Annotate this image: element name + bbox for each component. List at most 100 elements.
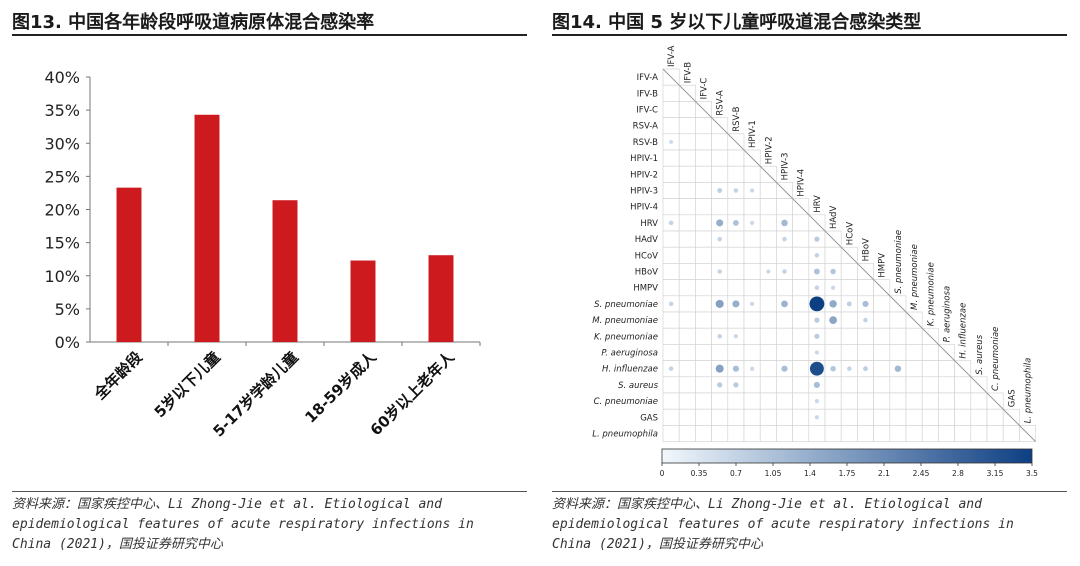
colorbar-tick-label: 2.8 (952, 469, 964, 478)
heatmap-cell (743, 425, 761, 442)
heatmap-cell (662, 165, 680, 183)
bar-chart: 0% 5% 10% 15% 20% 25% 30% 35% 40% 全年龄段 5岁以下儿童5-17岁… (44, 68, 481, 440)
heatmap-bubble (814, 398, 820, 404)
heatmap-bubble (732, 365, 739, 372)
right-figure-panel: 图14. 中国 5 岁以下儿童呼吸道混合感染类型 IFV-A IFV-B IFV-C… (540, 0, 1080, 566)
heatmap-cell (954, 408, 972, 426)
heatmap-cell (905, 408, 923, 426)
heatmap-bubble (717, 188, 723, 193)
heatmap-bubble (766, 269, 771, 274)
heatmap-cell (711, 311, 729, 329)
heatmap-cell (743, 392, 761, 410)
column-label: HPIV-2 (764, 136, 774, 164)
heatmap-cell (873, 311, 891, 329)
column-label: HMPV (878, 253, 888, 278)
heatmap-bubble (809, 296, 825, 312)
heatmap-cell (711, 392, 729, 410)
heatmap-cell (711, 279, 729, 297)
heatmap-cell (857, 376, 874, 394)
heatmap-cell (662, 425, 680, 442)
heatmap-cell (711, 425, 729, 442)
heatmap-bubble (733, 382, 739, 388)
heatmap-bubble (814, 350, 820, 355)
heatmap-cell (889, 327, 907, 345)
column-label: GAS (1007, 389, 1017, 407)
heatmap-bubble (716, 219, 724, 227)
colorbar-tick-label: 1.75 (839, 469, 856, 478)
heatmap-cell (889, 311, 907, 329)
heatmap-bubble (830, 365, 836, 372)
heatmap-cell (727, 149, 745, 167)
row-label: S. aureus (618, 381, 659, 391)
y-tick-label: 15% (44, 234, 80, 253)
source-line: China (2021)，国投证券研究中心 (12, 537, 223, 552)
figure13-source-rule (12, 491, 527, 492)
heatmap-cell (727, 279, 745, 297)
heatmap-cell (662, 230, 680, 248)
heatmap-bubble (717, 269, 722, 274)
heatmap-cell (662, 376, 680, 394)
heatmap-cell (662, 101, 680, 118)
heatmap-bubble (814, 333, 820, 339)
heatmap-bubble (732, 300, 740, 308)
heatmap-cell (695, 425, 712, 442)
heatmap-cell (792, 376, 810, 394)
heatmap-cell (921, 425, 939, 442)
colorbar-tick-label: 0.35 (691, 469, 708, 478)
heatmap-cell (1002, 425, 1020, 442)
y-tick-label: 5% (55, 300, 80, 319)
heatmap-cell (889, 376, 907, 394)
source-line: epidemiological features of acute respir… (12, 517, 474, 532)
heatmap-cell (759, 425, 777, 442)
heatmap-cell (792, 425, 810, 442)
heatmap-cell (695, 392, 712, 410)
heatmap-cell (905, 344, 923, 361)
heatmap-cell (776, 408, 793, 426)
heatmap-cell (759, 360, 777, 378)
heatmap-cell (857, 344, 874, 361)
heatmap-cell (711, 344, 729, 361)
heatmap-cell (743, 230, 761, 248)
heatmap-bubble (717, 334, 722, 339)
heatmap-cell (776, 198, 793, 216)
heatmap-cell (792, 279, 810, 297)
heatmap-cell (759, 214, 777, 232)
heatmap-bubble (782, 236, 787, 242)
heatmap-cell (792, 246, 810, 264)
heatmap-bubble (813, 381, 820, 388)
heatmap-cell (857, 327, 874, 345)
left-figure-panel: 图13. 中国各年龄段呼吸道病原体混合感染率 0% 5% 10% 15% 20% 25% 3… (12, 12, 527, 552)
heatmap-cell (905, 376, 923, 394)
heatmap-cell (873, 327, 891, 345)
heatmap-cell (792, 230, 810, 248)
heatmap-cell (695, 279, 712, 297)
colorbar-tick-label: 0 (660, 469, 665, 478)
heatmap-cell (695, 117, 712, 135)
heatmap-cell (986, 408, 1004, 426)
heatmap-cell (759, 246, 777, 264)
heatmap-cell (695, 295, 712, 313)
heatmap-cell (889, 425, 907, 442)
figure13-title-rule (12, 34, 527, 36)
column-label: HRV (813, 195, 823, 213)
heatmap-bubble (668, 220, 674, 226)
heatmap-cell (938, 408, 955, 426)
heatmap-cell (792, 360, 810, 378)
row-label: HPIV-1 (630, 154, 658, 164)
heatmap-cell (695, 327, 712, 345)
heatmap-bubble (830, 268, 836, 275)
column-label: IFV-C (700, 78, 710, 100)
heatmap-bubble (847, 366, 852, 371)
heatmap-bubble (814, 317, 820, 323)
heatmap-cell (759, 279, 777, 297)
heatmap-cell (889, 408, 907, 426)
column-label: K. pneumoniae (926, 262, 936, 326)
heatmap-cell (792, 392, 810, 410)
heatmap-cell (695, 149, 712, 167)
y-tick-label: 0% (55, 333, 80, 352)
heatmap-cell (759, 376, 777, 394)
heatmap-cell (824, 344, 842, 361)
heatmap-bubble (829, 300, 837, 308)
heatmap-cell (695, 360, 712, 378)
heatmap-bubble (715, 364, 724, 373)
